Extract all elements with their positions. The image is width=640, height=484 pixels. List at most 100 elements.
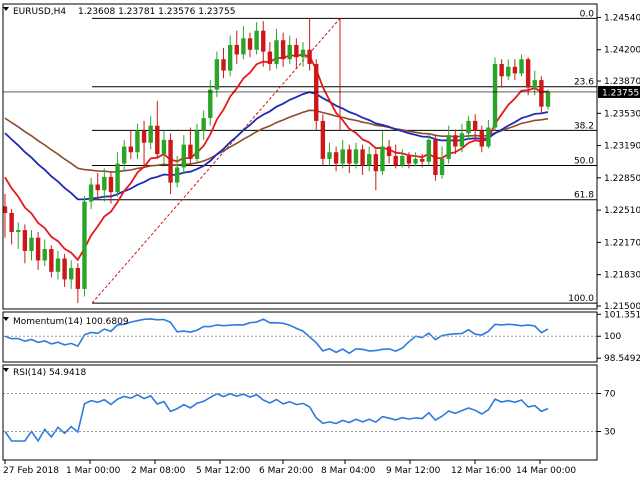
- candle-body[interactable]: [148, 125, 153, 143]
- candle-body[interactable]: [386, 146, 392, 157]
- candle-body[interactable]: [95, 184, 100, 191]
- candle-body[interactable]: [419, 158, 425, 162]
- candle-body[interactable]: [135, 130, 140, 153]
- price-panel[interactable]: 0.0 23.6 38.2 50.0 61.8 100.0: [2, 9, 597, 304]
- candle-body[interactable]: [241, 38, 246, 55]
- candle-body[interactable]: [29, 237, 34, 251]
- candle-body[interactable]: [512, 66, 518, 74]
- candle-body[interactable]: [181, 144, 186, 168]
- candle-body[interactable]: [261, 30, 266, 52]
- candle-body[interactable]: [486, 127, 491, 147]
- candle-body[interactable]: [360, 149, 365, 166]
- candle-body[interactable]: [373, 154, 379, 172]
- candle-body[interactable]: [353, 149, 359, 164]
- candle-body[interactable]: [499, 63, 504, 77]
- fib-trendline: [91, 18, 341, 304]
- candle-body[interactable]: [75, 268, 81, 289]
- candle-body[interactable]: [155, 125, 160, 155]
- candle-body[interactable]: [208, 89, 213, 119]
- candle-body[interactable]: [320, 120, 326, 159]
- candle-body[interactable]: [247, 38, 253, 50]
- candle-body[interactable]: [433, 139, 438, 176]
- candle-body[interactable]: [49, 249, 54, 272]
- candle-body[interactable]: [347, 149, 352, 164]
- candle-body[interactable]: [274, 40, 279, 64]
- price-tick-label: 1.21500: [604, 302, 640, 312]
- candle-body[interactable]: [161, 139, 167, 155]
- candle-body[interactable]: [294, 44, 299, 58]
- time-tick-label: 2 Mar 08:00: [131, 466, 186, 476]
- rsi-triangle-icon[interactable]: [3, 368, 9, 372]
- candle-body[interactable]: [532, 80, 537, 88]
- candle-body[interactable]: [194, 130, 200, 159]
- candle-body[interactable]: [115, 163, 120, 193]
- candle-body[interactable]: [472, 120, 478, 131]
- candle-body[interactable]: [62, 258, 67, 280]
- fib-level-label: 38.2: [574, 121, 594, 131]
- candle-body[interactable]: [128, 146, 134, 153]
- candle-body[interactable]: [466, 120, 471, 134]
- candle-body[interactable]: [214, 59, 220, 90]
- candle-body[interactable]: [406, 156, 412, 164]
- candle-body[interactable]: [367, 154, 372, 166]
- candle-body[interactable]: [69, 268, 74, 280]
- collapse-triangle-icon[interactable]: [3, 7, 9, 11]
- candle-body[interactable]: [234, 44, 239, 55]
- momentum-triangle-icon[interactable]: [3, 317, 9, 321]
- candle-body[interactable]: [307, 49, 312, 64]
- candle-body[interactable]: [2, 206, 8, 213]
- candle-body[interactable]: [35, 237, 41, 261]
- candle-body[interactable]: [254, 30, 259, 50]
- candle-body[interactable]: [393, 156, 398, 166]
- candle-body[interactable]: [446, 135, 451, 159]
- candle-body[interactable]: [16, 230, 21, 232]
- candle-body[interactable]: [102, 176, 107, 191]
- rsi-panel[interactable]: [3, 392, 597, 443]
- candle-body[interactable]: [333, 152, 339, 164]
- candle-body[interactable]: [121, 146, 127, 164]
- candle-body[interactable]: [280, 40, 286, 60]
- candle-body[interactable]: [108, 176, 114, 193]
- candle-body[interactable]: [327, 152, 332, 159]
- candle-body[interactable]: [413, 158, 418, 164]
- candle-body[interactable]: [453, 135, 458, 147]
- candle-body[interactable]: [174, 167, 180, 183]
- candle-body[interactable]: [221, 59, 226, 71]
- candle-body[interactable]: [380, 146, 385, 172]
- candle-body[interactable]: [492, 63, 498, 128]
- candle-body[interactable]: [545, 91, 551, 107]
- candle-body[interactable]: [287, 44, 292, 60]
- candle-body[interactable]: [459, 133, 465, 147]
- candle-body[interactable]: [267, 51, 273, 64]
- candle-body[interactable]: [55, 258, 61, 272]
- ma-mid-line: [4, 91, 549, 201]
- candle-body[interactable]: [525, 59, 531, 88]
- candle-body[interactable]: [9, 212, 14, 232]
- candle-body[interactable]: [479, 130, 484, 147]
- candle-body[interactable]: [168, 139, 173, 183]
- candle-body[interactable]: [539, 80, 544, 107]
- candle-body[interactable]: [439, 158, 445, 176]
- candle-body[interactable]: [426, 139, 432, 162]
- candle-body[interactable]: [300, 49, 306, 58]
- price-tick-label: 1.24200: [604, 46, 640, 56]
- candle-body[interactable]: [42, 249, 47, 261]
- candle-body[interactable]: [201, 118, 206, 131]
- rsi-line: [4, 392, 549, 443]
- candle-body[interactable]: [22, 230, 28, 251]
- candle-body[interactable]: [82, 201, 87, 289]
- candle-body[interactable]: [400, 156, 405, 166]
- candle-body[interactable]: [519, 59, 524, 74]
- candle-body[interactable]: [506, 66, 511, 77]
- candle-body[interactable]: [188, 144, 193, 159]
- candle-body[interactable]: [340, 149, 345, 164]
- fib-level-label: 61.8: [574, 191, 594, 201]
- fib-level-label: 0.0: [580, 9, 595, 19]
- candle-body[interactable]: [227, 44, 233, 71]
- candle-body[interactable]: [314, 63, 319, 121]
- candle-body[interactable]: [141, 130, 147, 143]
- candle-body[interactable]: [88, 184, 94, 202]
- momentum-panel[interactable]: [3, 318, 597, 355]
